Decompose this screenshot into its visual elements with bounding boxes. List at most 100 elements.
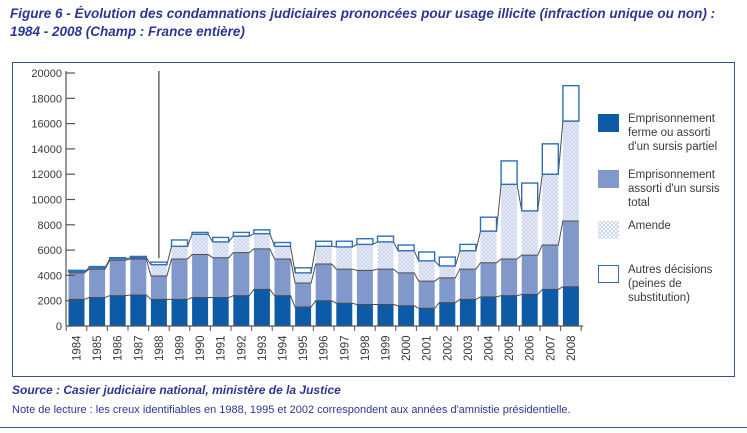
chart-legend: Emprisonnement ferme ou assorti d'un sur… (598, 63, 736, 376)
y-tick-label: 10000 (31, 195, 62, 207)
figure-box: 0200040006000800010000120001400016000180… (12, 62, 735, 377)
bar-segment (233, 236, 249, 252)
legend-swatch-amende (598, 221, 619, 239)
bar-segment (398, 273, 414, 306)
bar-segment (398, 251, 414, 273)
bar-segment (275, 246, 291, 259)
bottom-divider (0, 427, 747, 428)
bar-segment-autres (213, 237, 229, 241)
bar-1991 (213, 242, 229, 326)
legend-label-amende: Amende (628, 219, 671, 233)
bar-segment (357, 244, 373, 270)
bar-segment (316, 246, 332, 264)
bar-segment (398, 306, 414, 326)
bar-2005 (501, 184, 517, 326)
bar-segment (213, 258, 229, 298)
bar-segment (110, 296, 126, 326)
bar-segment (501, 296, 517, 326)
bar-segment (69, 299, 85, 326)
bar-segment-autres (151, 262, 167, 265)
bar-segment (336, 303, 352, 326)
bar-segment (233, 296, 249, 326)
x-tick-label: 2002 (442, 335, 454, 361)
y-tick-label: 8000 (38, 220, 62, 232)
bar-segment-autres (69, 270, 85, 271)
bar-2008 (563, 121, 579, 326)
bar-segment-autres (295, 268, 311, 273)
bar-segment (563, 287, 579, 326)
bar-segment (501, 184, 517, 259)
y-tick-label: 14000 (31, 144, 62, 156)
legend-entry-ferme: Emprisonnement ferme ou assorti d'un sur… (598, 112, 717, 154)
bar-segment-autres (110, 258, 126, 259)
x-tick-label: 1996 (319, 335, 331, 361)
bar-1998 (357, 244, 373, 326)
y-tick-label: 12000 (31, 169, 62, 181)
bar-segment (378, 304, 394, 326)
bar-segment (378, 242, 394, 269)
bar-segment (192, 298, 208, 326)
bar-segment (522, 255, 538, 294)
x-tick-label: 1990 (195, 335, 207, 361)
bar-1995 (295, 273, 311, 326)
bar-segment (213, 242, 229, 258)
bar-segment (172, 299, 188, 326)
legend-label-ferme: Emprisonnement ferme ou assorti d'un sur… (628, 112, 717, 154)
bar-segment-autres (398, 245, 414, 251)
legend-entry-amende: Amende (598, 219, 671, 239)
bar-segment (522, 211, 538, 255)
bar-segment (460, 251, 476, 269)
bar-segment (254, 234, 270, 249)
legend-swatch-sursis-total (598, 170, 619, 188)
bar-1992 (233, 236, 249, 326)
x-tick-label: 1985 (92, 335, 104, 361)
x-tick-label: 1984 (72, 335, 84, 361)
bar-segment (336, 269, 352, 303)
bar-segment-autres (439, 257, 455, 266)
bar-1994 (275, 246, 291, 326)
legend-swatch-ferme (598, 114, 619, 132)
bar-segment-autres (419, 252, 435, 261)
bar-segment (110, 260, 126, 295)
bar-segment (481, 263, 497, 297)
bar-segment (481, 297, 497, 326)
reading-note: Note de lecture : les creux identifiable… (12, 404, 742, 416)
bar-2002 (439, 266, 455, 326)
bar-segment (563, 121, 579, 221)
legend-entry-autres: Autres décisions (peines de substitution… (598, 263, 712, 305)
bar-segment (254, 249, 270, 289)
bar-1984 (69, 272, 85, 326)
legend-label-autres: Autres décisions (peines de substitution… (628, 263, 712, 305)
bar-segment (151, 276, 167, 299)
bar-segment (172, 246, 188, 259)
bar-segment (151, 265, 167, 276)
source-line: Source : Casier judiciaire national, min… (12, 383, 735, 397)
y-tick-label: 16000 (31, 119, 62, 131)
bar-segment (460, 299, 476, 326)
x-tick-label: 2004 (484, 335, 496, 361)
y-tick-label: 6000 (38, 245, 62, 257)
bar-segment-autres (254, 230, 270, 234)
bar-segment (460, 269, 476, 299)
bar-1988 (151, 265, 167, 326)
x-tick-label: 2006 (525, 335, 537, 361)
x-tick-label: 2003 (463, 335, 475, 361)
x-tick-label: 1993 (257, 335, 269, 361)
bar-segment (481, 231, 497, 263)
bar-1993 (254, 234, 270, 326)
legend-swatch-autres (598, 265, 619, 283)
bar-segment-autres (172, 240, 188, 246)
bar-segment-autres (501, 161, 517, 184)
bar-segment (89, 269, 105, 297)
bar-segment (419, 281, 435, 308)
legend-label-sursis-total: Emprisonnement assorti d'un sursis total (628, 168, 720, 210)
x-tick-label: 1999 (381, 335, 393, 361)
y-tick-label: 18000 (31, 93, 62, 105)
bar-segment-autres (522, 183, 538, 211)
bar-2003 (460, 251, 476, 326)
y-tick-label: 20000 (31, 68, 62, 80)
bar-segment-autres (130, 256, 146, 257)
x-tick-label: 1988 (154, 335, 166, 361)
legend-entry-sursis-total: Emprisonnement assorti d'un sursis total (598, 168, 720, 210)
bar-segment (439, 278, 455, 303)
